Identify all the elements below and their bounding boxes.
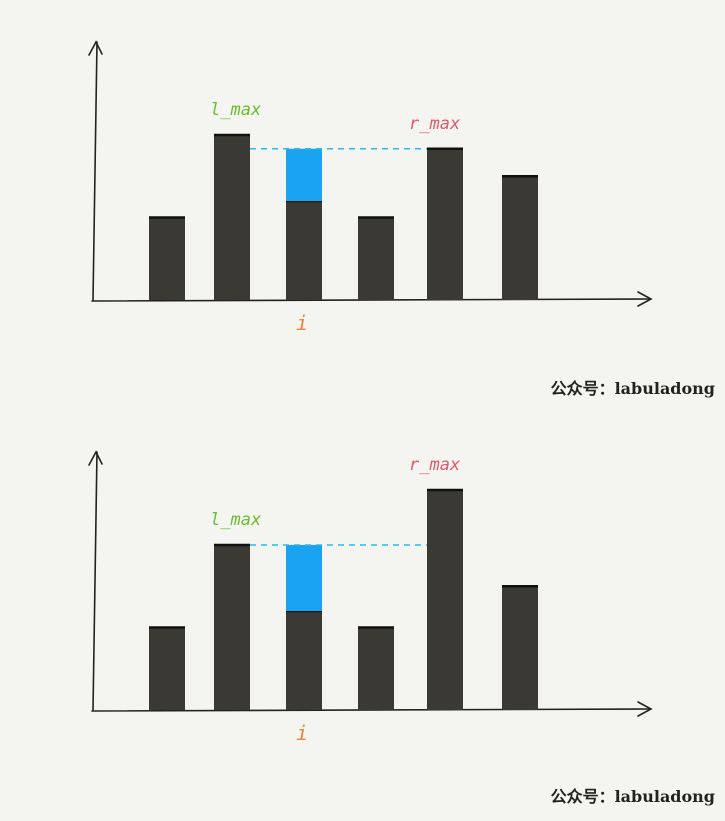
bar xyxy=(149,627,185,710)
bar xyxy=(427,148,463,300)
y-axis-arrow xyxy=(88,450,103,466)
x-axis-arrow xyxy=(637,701,653,717)
diagram-panel-2: l_max r_max i 公众号：labuladong xyxy=(0,410,725,820)
y-axis xyxy=(92,451,98,711)
bars xyxy=(149,133,538,300)
l-max-label: l_max xyxy=(210,100,262,120)
x-axis-arrow xyxy=(637,291,653,307)
bar xyxy=(286,201,322,300)
r-max-label: r_max xyxy=(409,455,461,475)
bar xyxy=(502,586,538,710)
y-axis xyxy=(92,41,98,301)
y-axis-arrow xyxy=(88,40,103,56)
trapped-water xyxy=(286,148,322,201)
trapped-water xyxy=(286,545,322,611)
bar xyxy=(149,217,185,300)
bar-diagram-2: l_max r_max i xyxy=(88,450,653,745)
bar xyxy=(502,176,538,300)
bars xyxy=(149,488,538,710)
bar xyxy=(214,135,250,300)
i-label: i xyxy=(296,721,308,745)
bar-diagram-1: l_max r_max i xyxy=(88,40,653,335)
diagram-panel-1: l_max r_max i 公众号：labuladong xyxy=(0,0,725,410)
bar xyxy=(358,217,394,300)
r-max-label: r_max xyxy=(409,114,461,134)
watermark: 公众号：labuladong xyxy=(550,379,715,398)
bar xyxy=(286,611,322,710)
i-label: i xyxy=(296,311,308,335)
l-max-label: l_max xyxy=(210,510,262,530)
bar xyxy=(427,490,463,710)
bar xyxy=(214,545,250,710)
watermark: 公众号：labuladong xyxy=(550,787,715,806)
bar xyxy=(358,627,394,710)
